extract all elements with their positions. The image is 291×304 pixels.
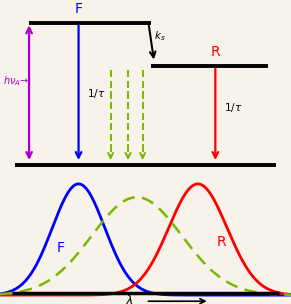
Text: $k_s$: $k_s$ — [154, 29, 166, 43]
Text: $h\nu_A$→: $h\nu_A$→ — [3, 74, 29, 88]
Text: R: R — [216, 235, 226, 249]
Text: $1/\tau$: $1/\tau$ — [87, 87, 106, 100]
Text: F: F — [57, 241, 65, 255]
Text: $\lambda$: $\lambda$ — [125, 294, 134, 304]
Text: $1/\tau$: $1/\tau$ — [224, 101, 242, 114]
Text: R: R — [210, 45, 220, 59]
Text: F: F — [74, 2, 83, 16]
